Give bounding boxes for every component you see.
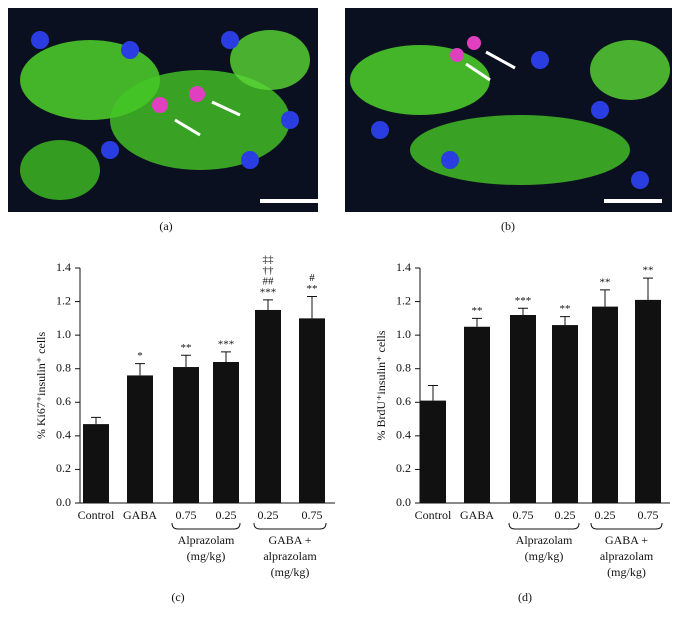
bar bbox=[464, 326, 490, 503]
error-bar bbox=[181, 354, 191, 368]
group-label: GABA + bbox=[268, 533, 311, 547]
x-tick-label: 0.75 bbox=[302, 508, 323, 522]
significance-mark: *** bbox=[260, 286, 277, 298]
x-tick-label: 0.25 bbox=[595, 508, 616, 522]
micrograph-a bbox=[8, 8, 320, 212]
significance-mark: †† bbox=[263, 264, 275, 276]
bar bbox=[420, 400, 446, 503]
bar bbox=[635, 299, 661, 503]
significance-mark: *** bbox=[515, 295, 532, 307]
micrograph-b bbox=[345, 8, 672, 212]
error-bar bbox=[263, 299, 273, 310]
error-bar bbox=[600, 289, 610, 307]
group-bracket bbox=[508, 522, 580, 530]
y-tick-label: 0.4 bbox=[396, 428, 411, 442]
significance-mark: ** bbox=[472, 305, 483, 317]
group-label: Alprazolam bbox=[516, 533, 573, 547]
y-tick-label: 0.8 bbox=[396, 360, 411, 374]
group-label: (mg/kg) bbox=[271, 565, 310, 579]
y-axis-label: % Ki67⁺insulin⁺ cells bbox=[34, 332, 48, 440]
bar bbox=[510, 315, 536, 503]
significance-mark: ## bbox=[263, 275, 275, 287]
group-bracket bbox=[253, 522, 327, 530]
significance-mark: # bbox=[309, 272, 315, 284]
y-tick-label: 0.6 bbox=[56, 394, 71, 408]
y-tick-label: 1.4 bbox=[56, 260, 71, 274]
group-bracket bbox=[590, 522, 663, 530]
x-tick-label: 0.75 bbox=[513, 508, 534, 522]
y-tick-label: 0.8 bbox=[56, 360, 71, 374]
error-bar bbox=[518, 307, 528, 315]
y-tick-label: 0.6 bbox=[396, 394, 411, 408]
x-tick-label: 0.75 bbox=[176, 508, 197, 522]
significance-mark: ** bbox=[643, 265, 654, 277]
bar bbox=[255, 309, 281, 503]
y-tick-label: 1.2 bbox=[56, 293, 71, 307]
x-tick-label: GABA bbox=[123, 508, 157, 522]
y-tick-label: 0.2 bbox=[56, 461, 71, 475]
significance-mark: ** bbox=[600, 276, 611, 288]
x-tick-label: 0.25 bbox=[216, 508, 237, 522]
panel-label: (b) bbox=[501, 219, 515, 233]
significance-mark: ** bbox=[181, 342, 192, 354]
x-tick-label: 0.25 bbox=[258, 508, 279, 522]
bar bbox=[83, 424, 109, 503]
group-label: (mg/kg) bbox=[187, 549, 226, 563]
y-tick-label: 0.4 bbox=[56, 428, 71, 442]
bar bbox=[213, 362, 239, 503]
group-label: Alprazolam bbox=[178, 533, 235, 547]
x-tick-label: 0.75 bbox=[638, 508, 659, 522]
panel-label: (a) bbox=[159, 219, 172, 233]
panel-label: (d) bbox=[518, 590, 532, 604]
bar bbox=[127, 375, 153, 503]
error-bar bbox=[472, 317, 482, 327]
y-tick-label: 1.4 bbox=[396, 260, 411, 274]
group-label: alprazolam bbox=[600, 549, 654, 563]
error-bar bbox=[91, 416, 101, 425]
significance-mark: ** bbox=[307, 283, 318, 295]
y-tick-label: 1.2 bbox=[396, 293, 411, 307]
y-tick-label: 1.0 bbox=[56, 327, 71, 341]
group-label: (mg/kg) bbox=[525, 549, 564, 563]
panel-label: (c) bbox=[171, 590, 184, 604]
error-bar bbox=[643, 277, 653, 300]
x-tick-label: Control bbox=[415, 508, 452, 522]
bar bbox=[552, 325, 578, 503]
error-bar bbox=[135, 363, 145, 376]
y-tick-label: 0.0 bbox=[396, 495, 411, 509]
significance-mark: *** bbox=[218, 338, 235, 350]
group-label: GABA + bbox=[605, 533, 648, 547]
y-axis-label: % BrdU⁺insulin⁺ cells bbox=[374, 330, 388, 440]
error-bar bbox=[307, 296, 317, 319]
x-tick-label: Control bbox=[78, 508, 115, 522]
error-bar bbox=[221, 351, 231, 362]
group-label: alprazolam bbox=[263, 549, 317, 563]
bar bbox=[173, 367, 199, 503]
y-tick-label: 1.0 bbox=[396, 327, 411, 341]
x-tick-label: GABA bbox=[460, 508, 494, 522]
group-label: (mg/kg) bbox=[607, 565, 646, 579]
bar bbox=[592, 306, 618, 503]
significance-mark: ‡‡ bbox=[263, 253, 275, 265]
error-bar bbox=[428, 385, 438, 401]
group-bracket bbox=[171, 522, 241, 530]
y-tick-label: 0.2 bbox=[396, 461, 411, 475]
y-tick-label: 0.0 bbox=[56, 495, 71, 509]
error-bar bbox=[560, 316, 570, 326]
significance-mark: ** bbox=[560, 303, 571, 315]
bar bbox=[299, 318, 325, 503]
significance-mark: * bbox=[137, 350, 143, 362]
x-tick-label: 0.25 bbox=[555, 508, 576, 522]
